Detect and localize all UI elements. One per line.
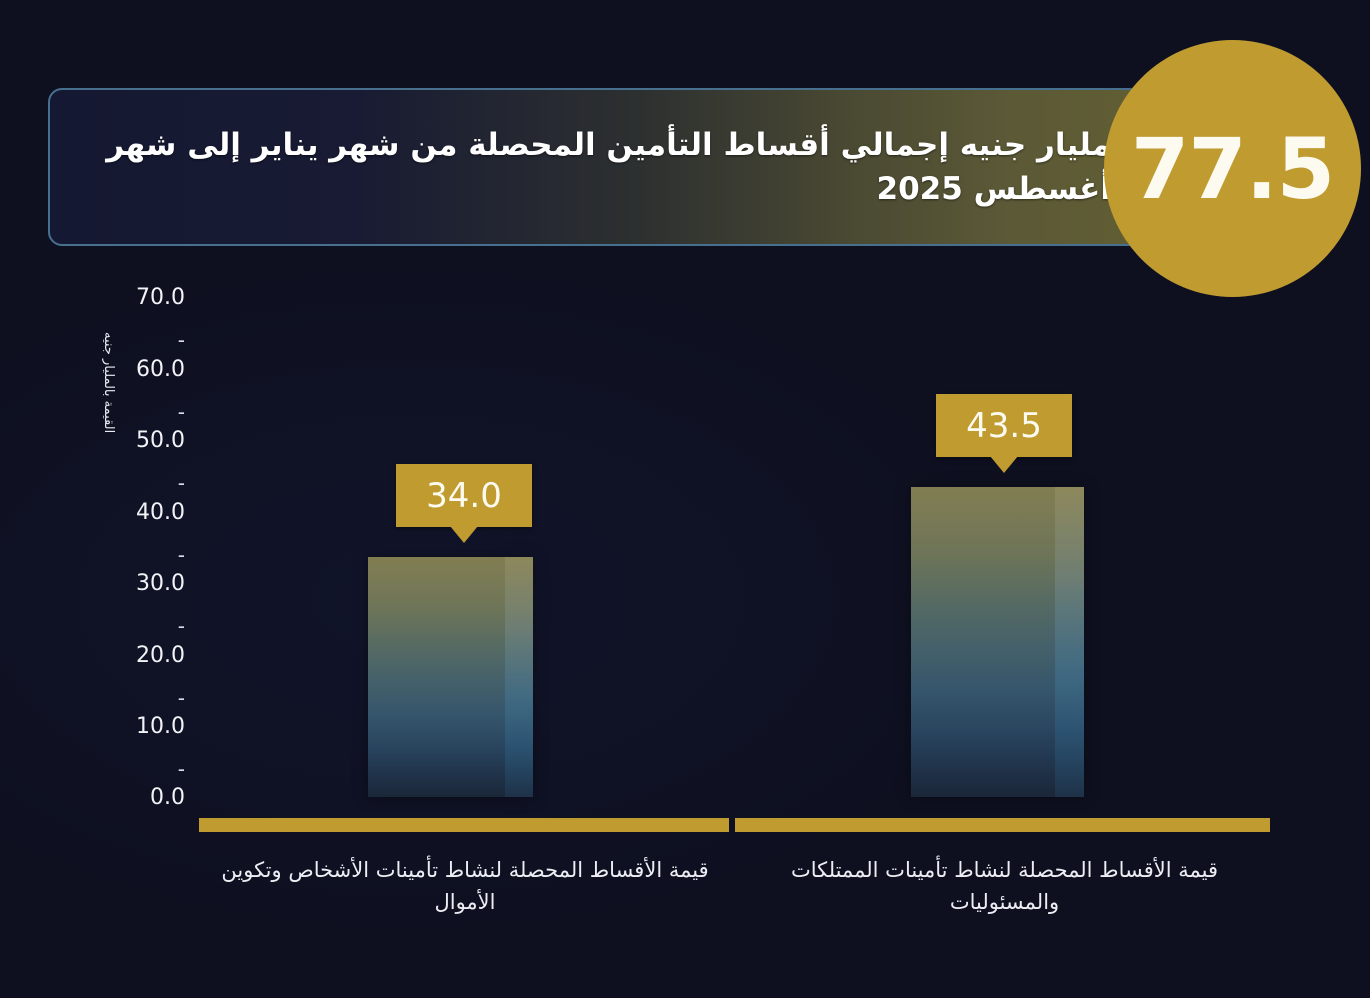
- bar-property-insurance[interactable]: [911, 487, 1084, 797]
- bar-highlight-strip: [1054, 487, 1084, 797]
- data-label-callout-2: 43.5: [936, 394, 1072, 457]
- y-tick-60: 60.0: [136, 357, 185, 382]
- y-tick-30: 30.0: [136, 571, 185, 596]
- y-tick-40: 40.0: [136, 500, 185, 525]
- y-minor-tick-15: -: [177, 686, 185, 710]
- y-axis-title: القيمة بالمليار جنيه: [101, 331, 116, 434]
- bar-highlight-strip: [504, 557, 533, 797]
- data-label-callout-1: 34.0: [396, 464, 532, 527]
- y-tick-70: 70.0: [136, 285, 185, 310]
- category-label-persons-insurance: قيمة الأقساط المحصلة لنشاط تأمينات الأشخ…: [221, 858, 709, 914]
- category-label-property-insurance: قيمة الأقساط المحصلة لنشاط تأمينات الممت…: [790, 858, 1219, 914]
- y-tick-10: 10.0: [136, 714, 185, 739]
- y-minor-tick-35: -: [177, 543, 185, 567]
- y-minor-tick-65: -: [177, 328, 185, 352]
- y-minor-tick-55: -: [177, 400, 185, 424]
- page-title: مليار جنيه إجمالي أقساط التأمين المحصلة …: [106, 126, 1111, 207]
- category-axis-rule-2: [735, 818, 1270, 832]
- y-tick-20: 20.0: [136, 643, 185, 668]
- y-tick-50: 50.0: [136, 428, 185, 453]
- y-minor-tick-25: -: [177, 614, 185, 638]
- total-badge-value: 77.5: [1130, 119, 1335, 218]
- bar-persons-insurance[interactable]: [368, 557, 533, 797]
- y-tick-0: 0.0: [150, 785, 185, 810]
- y-minor-tick-45: -: [177, 471, 185, 495]
- total-badge: 77.5: [1104, 40, 1361, 297]
- data-label-value-1: 34.0: [426, 475, 502, 516]
- data-label-value-2: 43.5: [966, 405, 1042, 446]
- category-axis-rule-1: [199, 818, 729, 832]
- title-banner: مليار جنيه إجمالي أقساط التأمين المحصلة …: [48, 88, 1143, 246]
- y-minor-tick-5: -: [177, 757, 185, 781]
